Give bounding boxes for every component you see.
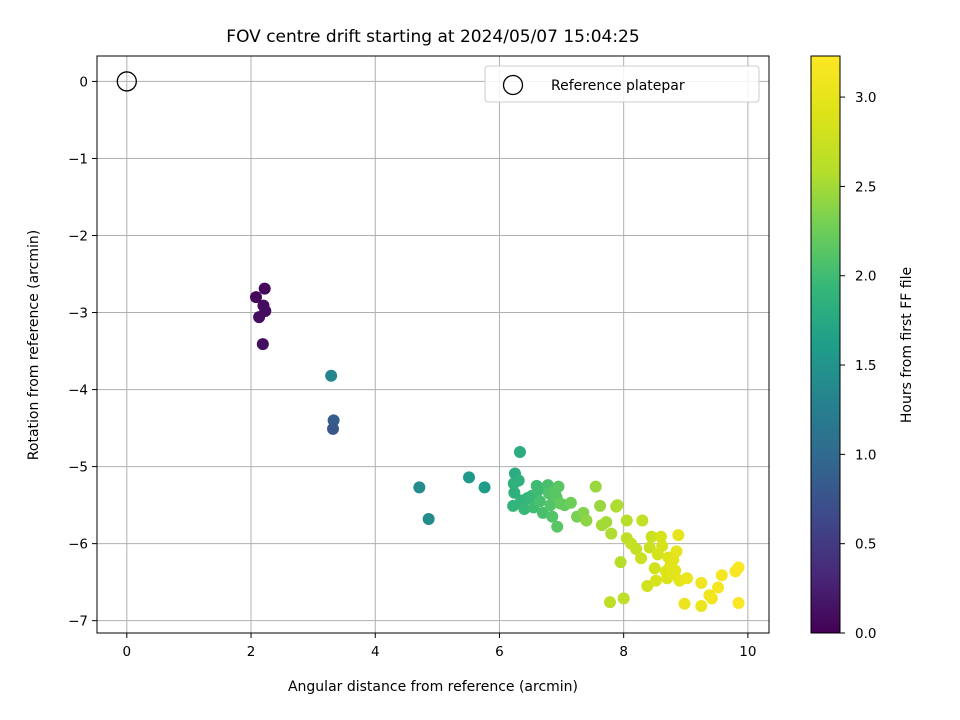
x-tick-label: 8 bbox=[619, 644, 628, 660]
data-point bbox=[695, 576, 708, 589]
data-point bbox=[620, 514, 633, 527]
y-tick-label: −5 bbox=[68, 460, 88, 476]
data-point bbox=[712, 581, 725, 594]
data-point bbox=[546, 510, 559, 523]
data-point bbox=[258, 282, 271, 295]
data-point bbox=[564, 496, 577, 509]
legend-box bbox=[484, 65, 760, 103]
x-axis-label: Angular distance from reference (arcmin) bbox=[288, 679, 578, 695]
data-points bbox=[249, 282, 745, 613]
data-point bbox=[715, 569, 728, 582]
reference-point bbox=[116, 71, 137, 92]
grid-lines bbox=[97, 56, 769, 633]
x-axis-ticks: 0 2 4 6 8 10 bbox=[123, 633, 756, 660]
colorbar-tick-label: 2.5 bbox=[855, 179, 876, 195]
data-point bbox=[635, 552, 648, 565]
data-point bbox=[656, 539, 669, 552]
y-tick-label: −3 bbox=[68, 306, 88, 322]
data-point bbox=[552, 480, 565, 493]
x-tick-label: 6 bbox=[495, 644, 504, 660]
plot-frame bbox=[96, 55, 770, 634]
data-point bbox=[670, 545, 683, 558]
data-point bbox=[617, 592, 630, 605]
data-point bbox=[605, 527, 618, 540]
colorbar-tick-label: 0.5 bbox=[855, 537, 876, 553]
data-point bbox=[327, 422, 340, 435]
legend-entry-label: Reference platepar bbox=[551, 78, 685, 94]
data-point bbox=[325, 369, 338, 382]
colorbar-label: Hours from first FF file bbox=[899, 267, 915, 423]
x-tick-label: 0 bbox=[123, 644, 132, 660]
y-tick-label: −6 bbox=[68, 537, 88, 553]
data-point bbox=[645, 530, 658, 543]
data-point bbox=[654, 530, 667, 543]
data-point bbox=[253, 311, 266, 324]
data-point bbox=[518, 502, 531, 515]
legend: Reference platepar bbox=[484, 65, 760, 103]
y-axis-label: Rotation from reference (arcmin) bbox=[26, 230, 42, 460]
data-point bbox=[649, 574, 662, 587]
data-point bbox=[604, 596, 617, 609]
data-point bbox=[669, 564, 682, 577]
data-point bbox=[600, 516, 613, 529]
data-point bbox=[695, 600, 708, 613]
data-point bbox=[513, 445, 526, 458]
colorbar-ticks: 0.0 0.5 1.0 1.5 2.0 2.5 3.0 bbox=[840, 90, 876, 642]
data-point bbox=[643, 541, 656, 554]
colorbar-tick-label: 1.5 bbox=[855, 358, 876, 374]
y-axis-ticks: 0 −1 −2 −3 −4 −5 −6 −7 bbox=[68, 74, 97, 630]
data-point bbox=[507, 477, 520, 490]
y-tick-label: 0 bbox=[79, 74, 88, 90]
data-point bbox=[478, 481, 491, 494]
data-point bbox=[249, 291, 262, 304]
data-point bbox=[413, 481, 426, 494]
data-point bbox=[508, 486, 521, 499]
y-tick-label: −4 bbox=[68, 383, 88, 399]
chart-title: FOV centre drift starting at 2024/05/07 … bbox=[226, 27, 639, 47]
data-point bbox=[463, 471, 476, 484]
data-point bbox=[636, 514, 649, 527]
x-tick-label: 2 bbox=[247, 644, 256, 660]
reference-marker bbox=[116, 71, 137, 92]
data-point bbox=[533, 495, 546, 508]
data-point bbox=[672, 529, 685, 542]
y-tick-label: −2 bbox=[68, 228, 88, 244]
data-point bbox=[536, 506, 549, 519]
y-tick-label: −7 bbox=[68, 614, 88, 630]
data-point bbox=[422, 512, 435, 525]
data-point bbox=[580, 514, 593, 527]
colorbar-tick-label: 1.0 bbox=[855, 447, 876, 463]
data-point bbox=[611, 499, 624, 512]
data-point bbox=[678, 597, 691, 610]
data-point bbox=[614, 556, 627, 569]
data-point bbox=[641, 580, 654, 593]
data-point bbox=[551, 520, 564, 533]
data-point bbox=[630, 543, 643, 556]
data-point bbox=[589, 480, 602, 493]
x-tick-label: 4 bbox=[371, 644, 380, 660]
data-point bbox=[648, 562, 661, 575]
data-point bbox=[594, 499, 607, 512]
colorbar-gradient bbox=[810, 55, 841, 634]
colorbar: 0.0 0.5 1.0 1.5 2.0 2.5 3.0 Hours from first F… bbox=[810, 55, 915, 642]
y-tick-label: −1 bbox=[68, 151, 88, 167]
data-point bbox=[732, 596, 745, 609]
data-point bbox=[732, 561, 745, 574]
data-point bbox=[681, 572, 694, 585]
colorbar-tick-label: 2.0 bbox=[855, 269, 876, 285]
data-point bbox=[705, 592, 718, 605]
legend-marker-open-circle bbox=[502, 74, 524, 96]
x-tick-label: 10 bbox=[739, 644, 756, 660]
colorbar-tick-label: 0.0 bbox=[855, 626, 876, 642]
colorbar-tick-label: 3.0 bbox=[855, 90, 876, 106]
data-point bbox=[531, 484, 544, 497]
data-point bbox=[256, 338, 269, 351]
